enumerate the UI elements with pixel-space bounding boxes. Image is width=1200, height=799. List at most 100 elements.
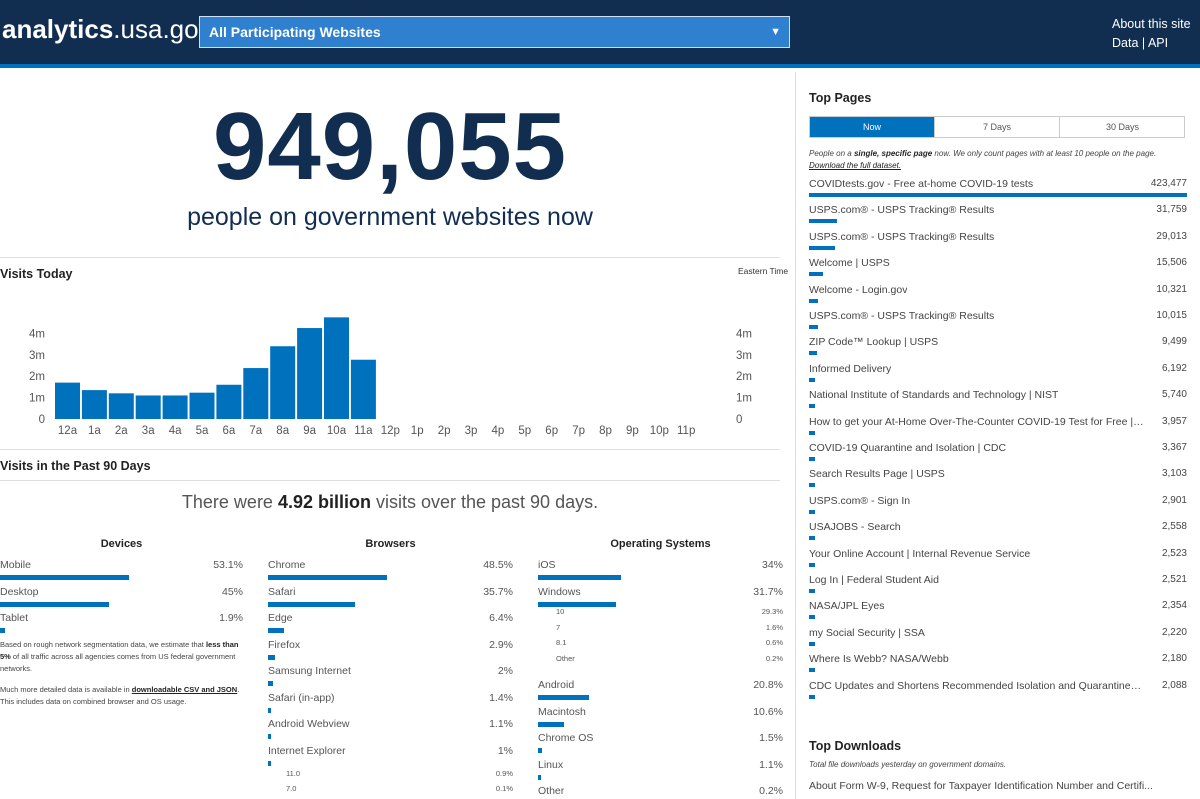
top-page-row[interactable]: National Institute of Standards and Tech… <box>809 389 1187 415</box>
row-label: Chrome <box>268 559 306 571</box>
device-row: Mobile 53.1% <box>0 559 243 585</box>
data-link[interactable]: Data <box>1112 36 1139 50</box>
download-dataset-link[interactable]: Download the full dataset. <box>809 161 902 170</box>
agency-select[interactable]: All Participating Websites ▼ <box>199 16 790 48</box>
bar-7a[interactable] <box>243 368 269 419</box>
bar-12a[interactable] <box>55 382 80 419</box>
y-tick-label-right: 3m <box>736 350 752 362</box>
top-page-title[interactable]: USPS.com® - USPS Tracking® Results <box>809 230 995 243</box>
row-value: 34% <box>761 559 783 571</box>
timezone-label: Eastern Time <box>738 266 789 276</box>
x-tick-label: 9p <box>626 425 639 437</box>
top-page-count: 9,499 <box>1161 336 1187 348</box>
top-page-title[interactable]: Welcome | USPS <box>809 257 890 270</box>
top-page-title[interactable]: USPS.com® - USPS Tracking® Results <box>809 310 995 322</box>
sub-label: 8.1 <box>556 638 567 647</box>
top-page-title[interactable]: Where Is Webb? NASA/Webb <box>809 653 949 666</box>
top-page-title[interactable]: Search Results Page | USPS <box>809 468 945 481</box>
row-label: Safari (in-app) <box>268 691 335 704</box>
top-page-title[interactable]: Log In | Federal Student Aid <box>809 574 939 586</box>
top-page-title[interactable]: National Institute of Standards and Tech… <box>809 389 1059 402</box>
top-page-row[interactable]: Welcome | USPS 15,506 <box>809 257 1187 283</box>
top-page-row[interactable]: USPS.com® - USPS Tracking® Results 29,013 <box>809 231 1187 257</box>
top-page-bar <box>809 509 815 514</box>
bar-9a[interactable] <box>297 328 323 419</box>
top-page-row[interactable]: my Social Security | SSA 2,220 <box>809 627 1187 653</box>
api-link[interactable]: API <box>1147 36 1169 50</box>
browser-version-row: 7.0 0.1% <box>268 784 513 799</box>
row-label: Internet Explorer <box>268 744 346 757</box>
top-page-row[interactable]: Your Online Account | Internal Revenue S… <box>809 548 1187 574</box>
row-bar <box>538 774 541 780</box>
top-page-row[interactable]: How to get your At-Home Over-The-Counter… <box>809 416 1187 442</box>
browser-version-row: 11.0 0.9% <box>268 769 513 785</box>
top-page-row[interactable]: USAJOBS - Search 2,558 <box>809 521 1187 547</box>
top-page-title[interactable]: USPS.com® - Sign In <box>809 494 911 507</box>
top-page-title[interactable]: How to get your At-Home Over-The-Counter… <box>809 415 1144 428</box>
row-label: Tablet <box>0 612 29 624</box>
top-page-row[interactable]: Informed Delivery 6,192 <box>809 363 1187 389</box>
top-page-row[interactable]: ZIP Code™ Lookup | USPS 9,499 <box>809 336 1187 362</box>
logo-bold-text: analytics <box>2 14 114 44</box>
bar-10a[interactable] <box>324 317 349 419</box>
row-label: Firefox <box>268 638 301 651</box>
x-tick-label: 4a <box>169 425 182 437</box>
top-page-title[interactable]: Welcome - Login.gov <box>809 283 908 296</box>
top-page-row[interactable]: Where Is Webb? NASA/Webb 2,180 <box>809 653 1187 679</box>
tab-now[interactable]: Now <box>810 117 935 137</box>
chevron-down-icon: ▼ <box>770 26 781 38</box>
top-page-row[interactable]: Log In | Federal Student Aid 2,521 <box>809 574 1187 600</box>
bar-6a[interactable] <box>216 384 242 419</box>
top-page-title[interactable]: Your Online Account | Internal Revenue S… <box>809 547 1031 560</box>
about-link[interactable]: About this site <box>1112 17 1191 31</box>
top-page-bar <box>809 272 823 277</box>
top-page-row[interactable]: USPS.com® - Sign In 2,901 <box>809 495 1187 521</box>
row-value: 53.1% <box>213 559 243 571</box>
x-tick-label: 7a <box>249 425 262 437</box>
top-page-row[interactable]: Search Results Page | USPS 3,103 <box>809 468 1187 494</box>
top-page-row[interactable]: CDC Updates and Shortens Recommended Iso… <box>809 680 1187 706</box>
top-page-title[interactable]: COVID-19 Quarantine and Isolation | CDC <box>809 442 1007 454</box>
top-page-title[interactable]: USPS.com® - USPS Tracking® Results <box>809 204 995 217</box>
x-tick-label: 10a <box>327 425 347 437</box>
bar-5a[interactable] <box>189 392 215 419</box>
top-page-row[interactable]: USPS.com® - USPS Tracking® Results 10,015 <box>809 310 1187 336</box>
top-page-title[interactable]: USAJOBS - Search <box>809 521 901 534</box>
visits-90-title: Visits in the Past 90 Days <box>0 459 151 473</box>
sub-value: 0.2% <box>765 653 783 663</box>
bar-11a[interactable] <box>350 359 376 419</box>
top-page-title[interactable]: CDC Updates and Shortens Recommended Iso… <box>809 679 1144 692</box>
bar-2a[interactable] <box>108 393 134 419</box>
top-page-row[interactable]: Welcome - Login.gov 10,321 <box>809 284 1187 310</box>
row-bar <box>538 748 542 753</box>
tab-30-days[interactable]: 30 Days <box>1105 122 1140 132</box>
bar-8a[interactable] <box>270 346 296 419</box>
top-page-row[interactable]: NASA/JPL Eyes 2,354 <box>809 600 1187 626</box>
bar-1a[interactable] <box>81 390 107 419</box>
site-logo[interactable]: analytics.usa.gov <box>2 14 212 45</box>
browser-row: Chrome 48.5% <box>268 559 513 585</box>
bar-4a[interactable] <box>162 395 188 419</box>
top-download-item[interactable]: About Form W-9, Request for Taxpayer Ide… <box>809 780 1153 792</box>
row-label: Other <box>538 785 565 797</box>
sub-value: 29.3% <box>761 607 783 616</box>
devices-title: Devices <box>100 538 143 550</box>
bar-3a[interactable] <box>135 395 161 419</box>
top-page-row[interactable]: USPS.com® - USPS Tracking® Results 31,759 <box>809 204 1187 230</box>
top-page-count: 3,957 <box>1161 415 1187 427</box>
top-page-row[interactable]: COVID-19 Quarantine and Isolation | CDC 3… <box>809 442 1187 468</box>
top-page-title[interactable]: COVIDtests.gov - Free at-home COVID-19 t… <box>809 178 1034 190</box>
row-value: 6.4% <box>489 612 513 624</box>
top-page-title[interactable]: ZIP Code™ Lookup | USPS <box>809 336 939 349</box>
sub-value: 0.9% <box>495 769 513 778</box>
csv-json-link[interactable]: downloadable CSV and JSON <box>131 685 238 694</box>
divider <box>0 480 780 481</box>
browser-row: Safari (in-app) 1.4% <box>268 692 513 718</box>
top-page-row[interactable]: COVIDtests.gov - Free at-home COVID-19 t… <box>809 178 1187 204</box>
top-page-title[interactable]: Informed Delivery <box>809 362 892 375</box>
row-label: Edge <box>268 612 293 624</box>
main-content: 949,055 people on government websites no… <box>0 72 795 799</box>
tab-7-days[interactable]: 7 Days <box>935 117 1060 137</box>
top-page-title[interactable]: my Social Security | SSA <box>809 626 925 639</box>
top-page-title[interactable]: NASA/JPL Eyes <box>809 600 885 613</box>
